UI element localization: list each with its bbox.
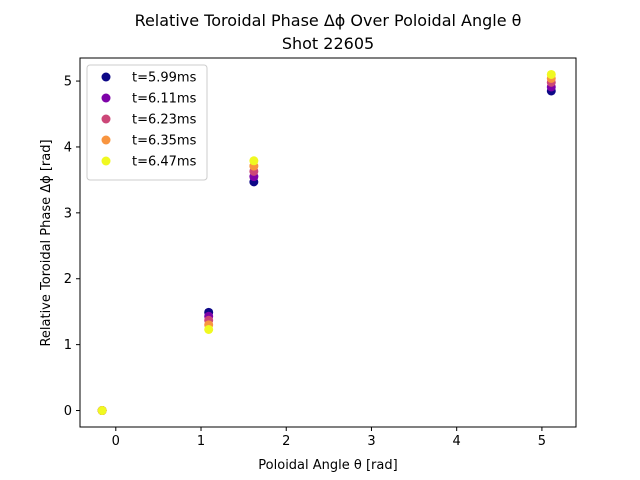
- x-tick-label: 3: [367, 434, 375, 449]
- y-tick-label: 3: [64, 206, 72, 221]
- legend: t=5.99ms t=6.11ms t=6.23ms t=6.35ms t=6.47ms: [86, 64, 208, 181]
- x-tick-label: 5: [538, 434, 546, 449]
- legend-label: t=6.35ms: [132, 134, 197, 149]
- data-points: [97, 69, 556, 416]
- chart-title: Relative Toroidal Phase Δϕ Over Poloidal…: [135, 11, 522, 30]
- y-tick-label: 0: [64, 404, 72, 419]
- legend-label: t=6.47ms: [132, 155, 197, 170]
- legend-marker: [101, 93, 111, 103]
- x-tick-label: 2: [282, 434, 290, 449]
- legend-marker: [101, 156, 111, 166]
- legend-marker: [101, 135, 111, 145]
- y-tick-label: 4: [64, 140, 72, 155]
- x-tick-label: 4: [453, 434, 461, 449]
- legend-box: [86, 64, 208, 181]
- legend-marker: [101, 114, 111, 124]
- chart-subtitle: Shot 22605: [282, 34, 374, 53]
- data-point: [546, 69, 556, 79]
- y-axis-label: Relative Toroidal Phase Δϕ [rad]: [39, 139, 54, 346]
- x-tick-label: 1: [197, 434, 205, 449]
- data-point: [97, 406, 107, 416]
- y-tick-label: 2: [64, 272, 72, 287]
- x-tick-label: 0: [112, 434, 120, 449]
- legend-label: t=6.23ms: [132, 113, 197, 128]
- data-point: [204, 324, 214, 334]
- plot-frame: [79, 57, 577, 428]
- legend-label: t=5.99ms: [132, 71, 197, 86]
- y-tick-label: 5: [64, 75, 72, 90]
- data-point: [249, 156, 259, 166]
- x-axis-label: Poloidal Angle θ [rad]: [258, 458, 397, 473]
- plot-axes: 0 1 2 3 4 5 0 1 2 3 4 5: [64, 57, 577, 449]
- y-tick-label: 1: [64, 338, 72, 353]
- legend-label: t=6.11ms: [132, 92, 197, 107]
- legend-marker: [101, 72, 111, 82]
